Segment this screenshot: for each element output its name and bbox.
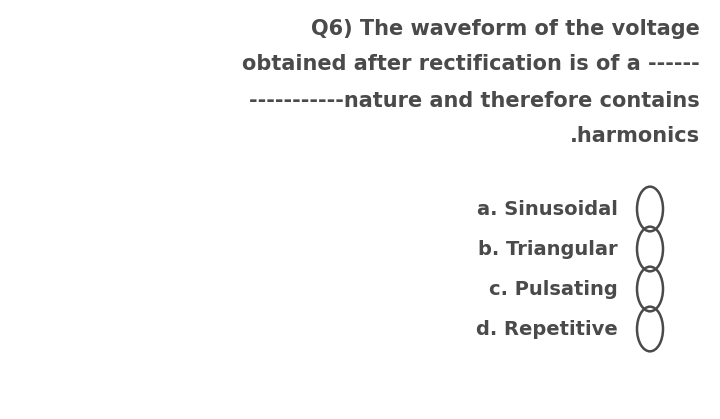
Text: obtained after rectification is of a ------: obtained after rectification is of a ---… bbox=[242, 54, 700, 74]
Text: b. Triangular: b. Triangular bbox=[478, 240, 618, 259]
Text: Q6) The waveform of the voltage: Q6) The waveform of the voltage bbox=[311, 19, 700, 39]
Text: a. Sinusoidal: a. Sinusoidal bbox=[477, 199, 618, 218]
Text: -----------nature and therefore contains: -----------nature and therefore contains bbox=[249, 91, 700, 111]
Text: c. Pulsating: c. Pulsating bbox=[490, 279, 618, 298]
Text: .harmonics: .harmonics bbox=[570, 126, 700, 146]
Text: d. Repetitive: d. Repetitive bbox=[476, 320, 618, 339]
